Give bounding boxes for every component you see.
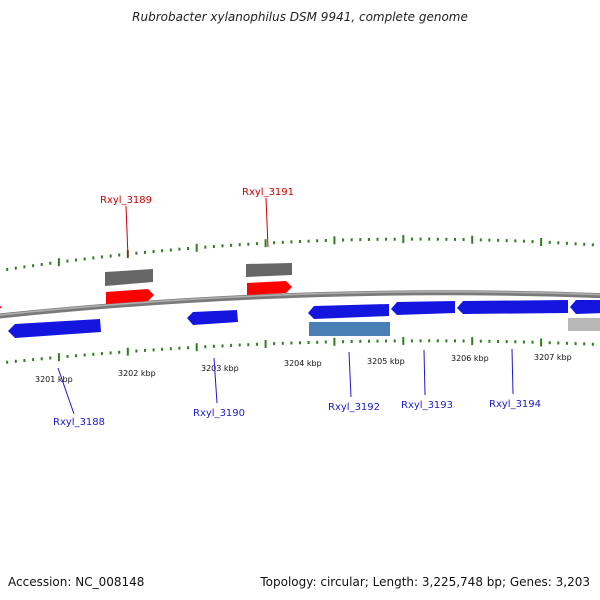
gene-label[interactable]: Rxyl_3194	[489, 399, 541, 410]
genome-backbone	[0, 290, 600, 319]
genome-backbone-highlight	[0, 291, 600, 316]
gene-rxyl-3194[interactable]	[457, 300, 568, 314]
scale-tick-label: 3204 kbp	[284, 359, 322, 368]
gene-label[interactable]: Rxyl_3189	[100, 195, 152, 206]
scale-tick-label: 3205 kbp	[367, 357, 405, 366]
gene-rxyl-3191[interactable]	[247, 281, 292, 295]
scale-tick-label: 3201 kbp	[35, 375, 73, 384]
gene-label[interactable]: Rxyl_3190	[193, 408, 245, 419]
gene-rxyl-3192-rna[interactable]	[309, 322, 390, 336]
gene-labels: Rxyl_3189 Rxyl_3191 Rxyl_3188 Rxyl_3190 …	[53, 187, 541, 428]
accession-text: Accession: NC_008148	[8, 575, 145, 589]
leader-rxyl-3191	[265, 197, 269, 248]
leader-rxyl-3189	[125, 205, 129, 258]
scale-labels: 3201 kbp 3202 kbp 3203 kbp 3204 kbp 3205…	[35, 353, 572, 384]
scale-tick-label: 3203 kbp	[201, 364, 239, 373]
gene-rxyl-3193[interactable]	[391, 301, 455, 315]
reverse-strand-features	[8, 300, 600, 338]
genome-summary-text: Topology: circular; Length: 3,225,748 bp…	[260, 575, 590, 589]
gene-rxyl-3189[interactable]	[106, 289, 154, 304]
scale-tick-label: 3202 kbp	[118, 369, 156, 378]
gene-label[interactable]: Rxyl_3193	[401, 400, 453, 411]
gene-label[interactable]: Rxyl_3188	[53, 417, 105, 428]
outer-tick-ring	[6, 235, 594, 271]
forward-strand-features	[0, 263, 292, 309]
gene-offscreen-right	[570, 300, 600, 314]
gene-offscreen-left	[0, 306, 2, 309]
inner-tick-ring	[6, 336, 594, 364]
gene-label[interactable]: Rxyl_3191	[242, 187, 294, 198]
scale-tick-label: 3207 kbp	[534, 353, 572, 362]
leader-rxyl-3190	[213, 357, 218, 404]
gene-rxyl-3188[interactable]	[8, 319, 101, 338]
map-title: Rubrobacter xylanophilus DSM 9941, compl…	[132, 10, 468, 24]
leader-rxyl-3193	[423, 349, 426, 396]
leader-rxyl-3192	[348, 351, 352, 398]
leader-rxyl-3194	[511, 348, 514, 395]
gene-offscreen-right-grey	[568, 318, 600, 331]
scale-tick-label: 3206 kbp	[451, 354, 489, 363]
gene-rxyl-3190[interactable]	[187, 310, 238, 325]
leader-rxyl-3188	[57, 367, 75, 415]
gene-rxyl-3189-rna[interactable]	[105, 269, 153, 286]
gene-rxyl-3192[interactable]	[308, 304, 389, 319]
gene-rxyl-3191-rna[interactable]	[246, 263, 292, 277]
label-leaders	[57, 197, 514, 415]
gene-label[interactable]: Rxyl_3192	[328, 402, 380, 413]
